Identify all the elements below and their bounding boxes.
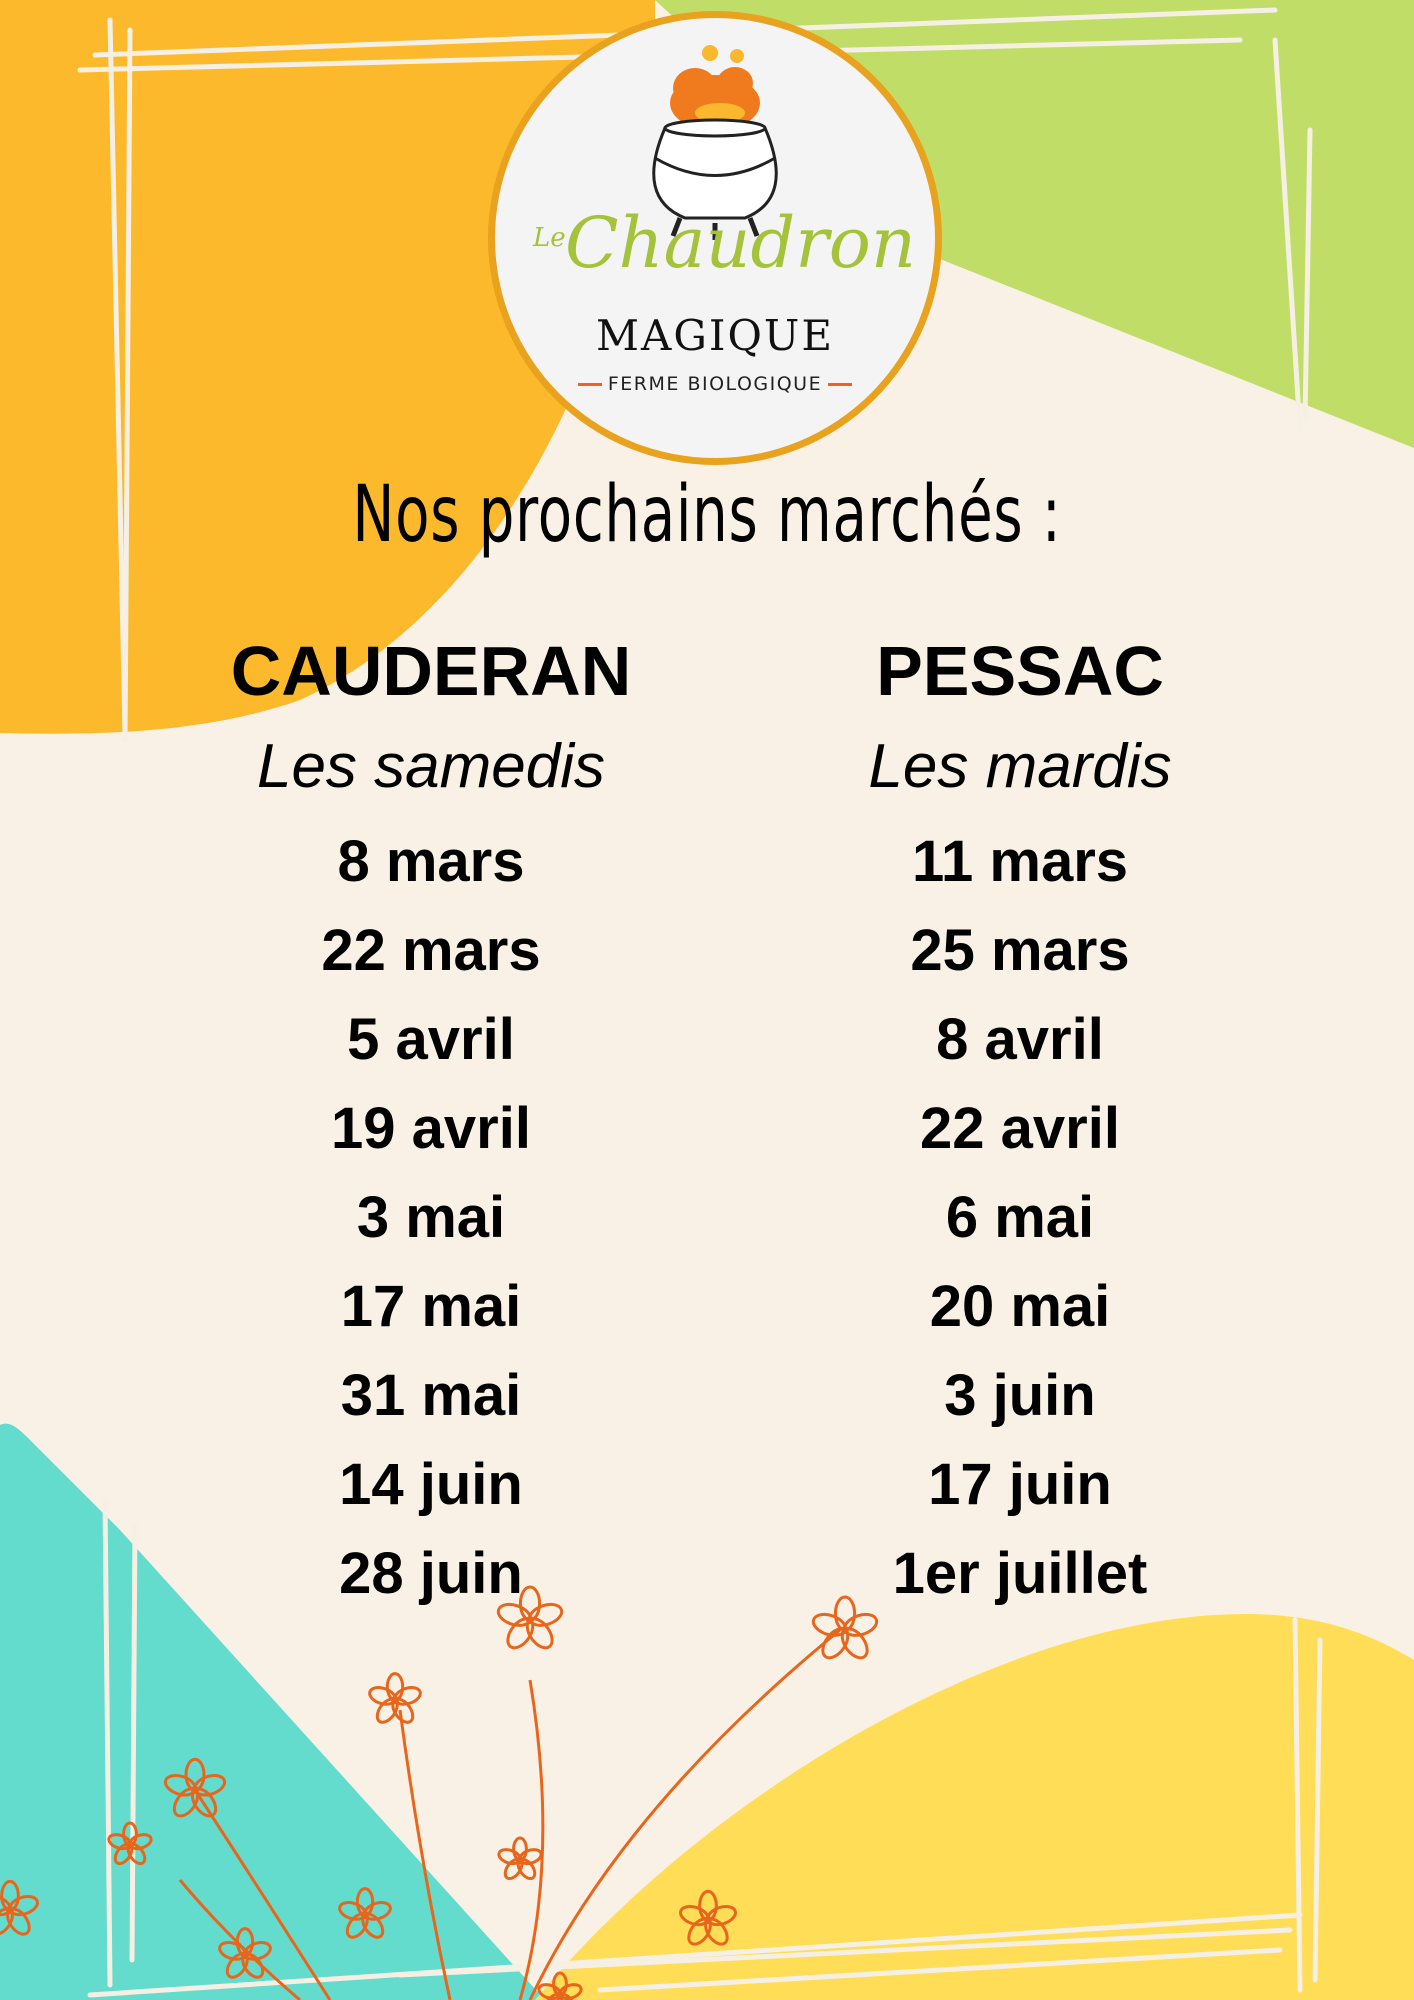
market-date: 17 juin xyxy=(928,1452,1112,1517)
flower-stem xyxy=(528,1628,841,2000)
market-date: 31 mai xyxy=(340,1363,522,1428)
market-days: Les mardis xyxy=(868,732,1172,801)
market-date: 8 mars xyxy=(337,829,525,894)
flower-icon xyxy=(537,1971,583,2000)
flower-stem xyxy=(398,1709,452,2000)
flowers-illustration xyxy=(0,1585,879,2000)
flower-icon xyxy=(811,1595,879,1660)
page-title: Nos prochains marchés : xyxy=(352,470,1062,560)
market-date: 28 juin xyxy=(339,1541,523,1606)
market-date: 20 mai xyxy=(929,1274,1111,1339)
market-date: 25 mars xyxy=(910,918,1130,983)
market-date: 1er juillet xyxy=(892,1541,1148,1606)
flower-stem xyxy=(518,1679,545,2000)
market-date: 11 mars xyxy=(911,829,1129,894)
market-date: 5 avril xyxy=(347,1007,515,1072)
flower-stem xyxy=(178,1879,301,2000)
orange-shape xyxy=(0,0,655,734)
flower-icon xyxy=(497,1836,543,1881)
flower-icon xyxy=(163,1757,227,1818)
market-cauderan: CAUDERAN Les samedis 8 mars 22 mars 5 av… xyxy=(151,625,711,1618)
market-date: 17 mai xyxy=(340,1274,522,1339)
market-date: 8 avril xyxy=(936,1007,1104,1072)
market-date: 6 mai xyxy=(945,1185,1095,1250)
market-date: 19 avril xyxy=(331,1096,531,1161)
logo: Le Chaudron MAGIQUE FERME BIOLOGIQUE xyxy=(495,18,935,458)
market-date: 3 juin xyxy=(944,1363,1096,1428)
yellow-shape xyxy=(535,1614,1414,2000)
market-date: 14 juin xyxy=(339,1452,523,1517)
cauldron-icon xyxy=(652,45,778,240)
flower-icon xyxy=(218,1927,272,1979)
market-name: CAUDERAN xyxy=(230,632,632,710)
logo-chaudron: Chaudron xyxy=(565,202,916,284)
flower-icon xyxy=(0,1879,39,1936)
flower-icon xyxy=(338,1887,392,1939)
flower-icon xyxy=(679,1889,737,1946)
market-date: 22 mars xyxy=(321,918,541,983)
frame-lines xyxy=(77,7,1323,1998)
flower-icon xyxy=(496,1585,564,1650)
market-pessac: PESSAC Les mardis 11 mars 25 mars 8 avri… xyxy=(740,625,1300,1618)
flower-icon xyxy=(368,1672,422,1724)
market-days: Les samedis xyxy=(256,732,606,801)
market-name: PESSAC xyxy=(876,632,1164,710)
logo-magique: MAGIQUE xyxy=(596,311,834,360)
logo-ferme-text: FERME BIOLOGIQUE xyxy=(607,373,823,395)
market-date: 3 mai xyxy=(356,1185,506,1250)
flower-icon xyxy=(107,1821,153,1866)
logo-ferme: FERME BIOLOGIQUE xyxy=(495,373,935,395)
market-date: 22 avril xyxy=(920,1096,1120,1161)
logo-le: Le xyxy=(533,223,566,253)
